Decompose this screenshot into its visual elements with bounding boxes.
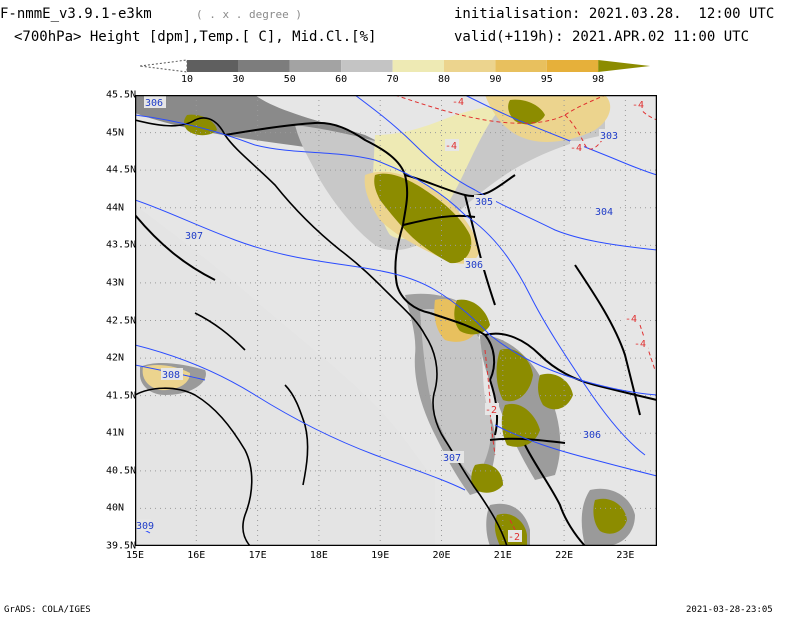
latitude-label: 41N [106,427,125,439]
height-label: 307 [185,231,203,242]
longitude-label: 18E [309,550,328,561]
map-grid [135,95,657,546]
model-title: F-nmmE_v3.9.1-e3km [0,6,152,22]
colorbar-label: 90 [489,74,502,85]
latitude-label: 45.5N [106,89,137,101]
contour-labels: 306 305 304 303 307 306 308 307 306 309 … [135,95,648,543]
height-label: 306 [583,430,601,441]
adriatic-ionian-sea [135,205,435,546]
temp-label: -4 [632,100,644,111]
temp-label: -2 [508,532,520,543]
latitude-label: 40N [106,502,125,514]
latitude-label: 42N [106,352,125,364]
latitude-label: 39.5N [106,540,137,552]
longitude-label: 21E [493,550,512,561]
colorbar-label: 80 [437,74,451,85]
height-label: 305 [475,197,493,208]
temp-label: -4 [634,339,646,350]
projection-note: ( . x . degree ) [196,8,302,21]
colorbar-cell [140,59,188,73]
colorbar-label: 10 [180,74,194,85]
colorbar-cell [495,60,547,72]
temp-label: -4 [445,141,457,152]
colorbar-label: 98 [592,74,605,85]
latitude-label: 44.5N [106,164,137,176]
colorbar-label: 60 [335,74,348,85]
latitude-label: 40.5N [106,465,137,477]
height-contours [135,95,657,534]
colorbar-cell [546,60,599,72]
temp-label: -4 [570,143,582,154]
footer-timestamp: 2021-03-28-23:05 [686,605,773,615]
temp-label: -2 [485,405,497,416]
latitude-label: 45N [106,127,125,139]
latitude-label: 42.5N [106,315,137,326]
longitude-label: 17E [248,550,267,561]
weather-map: 306 305 304 303 307 306 308 307 306 309 … [135,95,657,546]
country-borders [135,121,657,546]
footer-credit: GrADS: COLA/IGES [4,605,91,615]
colorbar-label: 50 [283,74,296,85]
colorbar-cell [444,60,496,72]
height-label: 306 [465,260,483,271]
map-frame [135,95,657,546]
colorbar-label: 30 [232,74,245,85]
longitude-label: 19E [371,550,390,561]
height-label: 304 [595,207,613,218]
colorbar-cell [238,60,290,72]
height-label: 309 [136,521,154,532]
field-description: <700hPa> Height [dpm],Temp.[ C], Mid.Cl.… [14,29,377,45]
temp-label: -4 [452,97,464,108]
initialisation-time: initialisation: 2021.03.28. 12:00 UTC [454,6,775,22]
colorbar-label: 95 [540,74,553,85]
valid-time: valid(+119h): 2021.APR.02 11:00 UTC [454,29,750,45]
longitude-label: 22E [555,550,574,561]
latitude-label: 41.5N [106,390,137,402]
temp-label: -4 [625,314,637,325]
latitude-label: 43.5N [106,239,137,251]
colorbar-cell [341,60,393,72]
height-label: 306 [145,98,163,109]
longitude-label: 15E [125,550,145,561]
colorbar-cell [187,60,239,72]
height-label: 303 [600,131,618,142]
height-label: 307 [443,453,461,464]
colorbar-label: 70 [386,74,399,85]
longitude-label: 20E [432,550,451,561]
latitude-label: 44N [106,202,125,214]
latitude-label: 43N [106,277,125,289]
longitude-label: 23E [616,550,635,561]
colorbar-cell [598,60,651,72]
colorbar-cell [289,60,342,72]
longitude-label: 16E [187,550,206,561]
cloud-cover-max [184,99,627,546]
colorbar [140,59,651,73]
colorbar-cell [392,60,444,72]
height-label: 308 [162,370,180,381]
